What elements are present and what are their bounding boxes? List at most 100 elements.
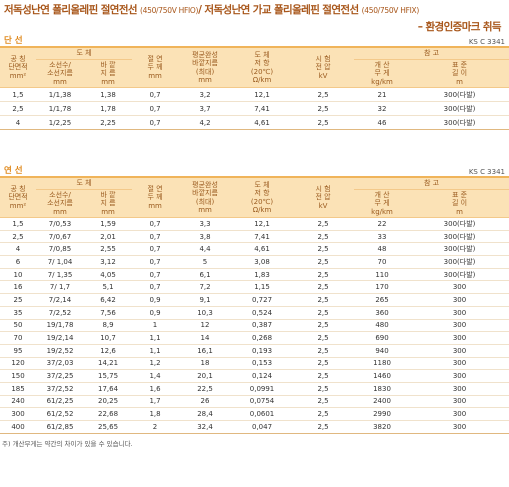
table-cell: 33	[354, 230, 411, 244]
table-cell: 240	[0, 395, 36, 409]
title-text: 저독성난연 폴리올레핀 절연전선	[4, 4, 138, 16]
table-cell: 9,1	[178, 293, 233, 307]
table-cell: 19/2,52	[36, 344, 84, 358]
table-cell: 2,25	[84, 115, 133, 130]
table-cell: 7/2,52	[36, 306, 84, 320]
table-cell: 1/1,38	[36, 87, 84, 102]
table-cell: 25	[0, 293, 36, 307]
table-cell: 2,5	[292, 382, 355, 396]
table-cell: 5	[178, 255, 233, 269]
table-cell: 14	[178, 331, 233, 345]
header-text: 개 산	[374, 60, 390, 69]
table-cell: 360	[354, 306, 411, 320]
table-cell: 0,7	[132, 280, 179, 295]
table-cell: 21	[354, 87, 411, 102]
table-cell: 19/1,78	[36, 319, 84, 333]
header-text: 시 험	[315, 184, 331, 193]
table-cell: 7,41	[232, 101, 293, 116]
table-cell: 12,1	[232, 87, 293, 102]
table-cell: 32	[354, 101, 411, 116]
table-cell: 150	[0, 369, 36, 383]
table-cell: 1,5	[0, 217, 36, 231]
table-cell: 300(다발)	[410, 217, 509, 231]
footnote: 주) 개산무게는 약간의 차이가 있을 수 있습니다.	[2, 439, 133, 448]
header-cell: 공 칭 단면적 mm²	[0, 46, 36, 88]
header-text: (20℃)	[250, 197, 274, 206]
table-cell: 300	[410, 420, 509, 434]
header-text: mm	[53, 77, 67, 86]
table-cell: 7/0,85	[36, 242, 84, 257]
table-row: 300 61/2,52 22,68 1,8 28,4 0,0601 2,5 2990 300	[0, 407, 509, 421]
section-label: 단 선	[4, 36, 23, 46]
table-cell: 2,5	[292, 217, 355, 231]
table-row: 95 19/2,52 12,6 1,1 16,1 0,193 2,5 940 300	[0, 344, 509, 358]
table-cell: 1830	[354, 382, 411, 396]
table-row: 150 37/2,25 15,75 1,4 20,1 0,124 2,5 1460 300	[0, 369, 509, 383]
header-text: 소선지름	[47, 199, 73, 207]
table-cell: 2400	[354, 395, 411, 409]
header-text: kV	[318, 201, 328, 210]
header-text: 바 깥	[100, 190, 116, 199]
header-cell: 소선수/소선지름 mm	[36, 59, 84, 88]
table-cell: 0,9	[132, 293, 179, 307]
header-cell: 평균완성 바깥지름 (최대) mm	[178, 46, 233, 88]
table-cell: 2,01	[84, 230, 133, 244]
table-cell: 300	[0, 407, 36, 421]
section-head: 연 선 KS C 3341	[0, 164, 509, 176]
header-group: 도 체	[36, 46, 133, 60]
table-cell: 46	[354, 115, 411, 130]
table-cell: 20,25	[84, 395, 133, 409]
table-cell: 19/2,14	[36, 331, 84, 345]
table-row: 16 7/ 1,7 5,1 0,7 7,2 1,15 2,5 170 300	[0, 280, 509, 295]
header-cell: 소선수/소선지름 mm	[36, 189, 84, 218]
table-cell: 61/2,25	[36, 395, 84, 409]
table-cell: 10	[0, 268, 36, 282]
table-cell: 1,6	[132, 382, 179, 396]
table-cell: 300	[410, 331, 509, 345]
table-cell: 2,5	[292, 115, 355, 130]
table-cell: 0,7	[132, 115, 179, 130]
title-separator: /	[198, 4, 202, 16]
table-cell: 690	[354, 331, 411, 345]
table-cell: 48	[354, 242, 411, 257]
table-cell: 0,0754	[232, 395, 293, 409]
table-cell: 0,124	[232, 369, 293, 383]
header-text: 전 압	[315, 193, 331, 202]
table-cell: 110	[354, 268, 411, 282]
table-cell: 3,8	[178, 230, 233, 244]
table-cell: 7/ 1,35	[36, 268, 84, 282]
table-cell: 35	[0, 306, 36, 320]
standard: KS C 3341	[468, 168, 505, 176]
table-cell: 3,12	[84, 255, 133, 269]
table-cell: 37/2,52	[36, 382, 84, 396]
table-cell: 300	[410, 395, 509, 409]
header-text: (최대)	[195, 197, 215, 206]
header-text: 단면적	[8, 193, 28, 202]
table-cell: 16	[0, 280, 36, 295]
table-cell: 61/2,52	[36, 407, 84, 421]
table-cell: 6	[0, 255, 36, 269]
table-cell: 1,78	[84, 101, 133, 116]
header-text: 소선지름	[47, 69, 73, 77]
header-text: 시 험	[315, 54, 331, 63]
table-cell: 3,08	[232, 255, 293, 269]
table-cell: 185	[0, 382, 36, 396]
table-cell: 1,38	[84, 87, 133, 102]
header-text: mm	[101, 77, 115, 86]
table-cell: 2,5	[292, 101, 355, 116]
table-cell: 0,268	[232, 331, 293, 345]
table-cell: 37/2,25	[36, 369, 84, 383]
table-cell: 0,727	[232, 293, 293, 307]
table-cell: 2,5	[292, 255, 355, 269]
table-cell: 1,15	[232, 280, 293, 295]
table-row: 70 19/2,14 10,7 1,1 14 0,268 2,5 690 300	[0, 331, 509, 345]
table-cell: 4	[0, 242, 36, 257]
